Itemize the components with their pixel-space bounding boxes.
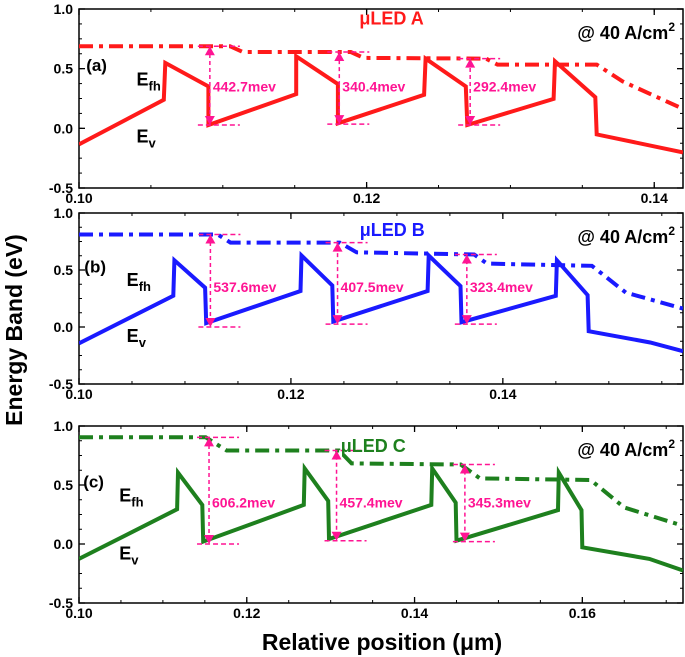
efh-label: Efh: [127, 270, 151, 294]
arrow-head-down-icon: [461, 315, 472, 325]
ev-subscript: v: [139, 335, 147, 350]
energy-gap-label: 606.2mev: [212, 495, 275, 511]
energy-gap-annotation: 407.5mev: [325, 241, 404, 325]
energy-gap-annotation: 323.4mev: [454, 253, 533, 325]
energy-gap-label: 407.5mev: [341, 279, 404, 295]
ev-subscript: v: [149, 136, 157, 151]
arrow-head-down-icon: [204, 535, 215, 544]
arrow-head-down-icon: [332, 315, 343, 325]
energy-gap-annotation: 606.2mev: [197, 436, 275, 545]
arrow-head-up-icon: [334, 51, 345, 61]
ev-subscript: v: [131, 552, 139, 567]
condition-superscript: 2: [668, 437, 675, 451]
panel-title: μLED B: [360, 220, 425, 240]
energy-gap-label: 345.3mev: [468, 495, 531, 511]
arrow-head-up-icon: [459, 464, 470, 474]
arrow-head-down-icon: [205, 318, 216, 327]
y-tick-label: 1.0: [54, 418, 74, 434]
energy-gap-annotation: 442.7mev: [197, 45, 276, 126]
panel-title: μLED C: [341, 436, 406, 456]
condition-label: @ 40 A/cm2: [577, 20, 675, 43]
x-tick-label: 0.10: [65, 605, 92, 621]
y-tick-label: 1.0: [54, 205, 74, 221]
energy-gap-annotation: 457.4mev: [324, 449, 403, 542]
energy-gap-annotation: 292.4mev: [458, 57, 536, 126]
x-tick-label: 0.16: [569, 605, 596, 621]
arrow-head-up-icon: [205, 234, 216, 244]
x-tick-label: 0.10: [65, 386, 92, 402]
panel-label: (b): [84, 257, 106, 276]
x-tick-label: 0.12: [233, 605, 260, 621]
panel-label: (c): [83, 472, 104, 491]
series-line-efh: [79, 435, 683, 528]
panel-b: -0.5 0.0 0.5 1.0 0.10 0.12 0.14 537.6mev 407.5me…: [49, 205, 684, 402]
series-group: [79, 44, 683, 155]
energy-gap-annotation: 340.4mev: [327, 51, 406, 125]
arrow-head-down-icon: [459, 532, 470, 542]
arrow-head-down-icon: [334, 115, 345, 125]
efh-label: Efh: [137, 69, 161, 93]
arrow-head-down-icon: [331, 531, 342, 541]
series-group: [79, 435, 683, 573]
panel-c: -0.5 0.0 0.5 1.0 0.10 0.12 0.14 0.16 606.2mev 457…: [49, 418, 684, 621]
x-tick-label: 0.12: [353, 190, 380, 206]
arrow-head-down-icon: [465, 115, 476, 125]
y-tick-label: 0.5: [54, 477, 74, 493]
y-tick-label: -0.5: [49, 376, 73, 392]
panel-a: -0.5 0.0 0.5 1.0 0.10 0.12 0.14 442.7mev 340.4me…: [49, 1, 684, 206]
panel-label: (a): [86, 56, 107, 75]
condition-superscript: 2: [668, 20, 675, 34]
efh-subscript: fh: [149, 78, 161, 93]
arrow-head-down-icon: [204, 115, 215, 125]
condition-label: @ 40 A/cm2: [577, 437, 675, 460]
energy-gap-label: 457.4mev: [340, 495, 403, 511]
y-tick-label: 1.0: [54, 1, 74, 17]
efh-label: Efh: [119, 486, 143, 510]
y-tick-label: -0.5: [49, 180, 73, 196]
arrow-head-up-icon: [461, 254, 472, 264]
series-line-efh: [79, 44, 683, 111]
energy-gap-label: 340.4mev: [342, 79, 405, 95]
efh-subscript: fh: [131, 495, 143, 510]
y-tick-label: 0.5: [54, 262, 74, 278]
arrow-head-up-icon: [332, 242, 343, 252]
y-tick-label: 0.0: [54, 319, 74, 335]
series-group: [79, 232, 683, 354]
condition-label: @ 40 A/cm2: [577, 224, 675, 247]
y-tick-label: 0.0: [54, 536, 74, 552]
condition-superscript: 2: [668, 224, 675, 238]
ev-label: Ev: [127, 326, 147, 350]
arrow-head-up-icon: [204, 437, 215, 447]
y-tick-label: 0.5: [54, 61, 74, 77]
arrow-head-up-icon: [204, 46, 215, 56]
efh-subscript: fh: [139, 279, 151, 294]
energy-gap-annotation: 345.3mev: [452, 463, 531, 543]
x-tick-label: 0.10: [65, 190, 92, 206]
x-tick-label: 0.14: [641, 190, 668, 206]
ev-label: Ev: [119, 543, 139, 567]
y-tick-label: -0.5: [49, 595, 73, 611]
series-line-efh: [79, 232, 683, 311]
x-tick-label: 0.12: [277, 386, 304, 402]
series-line-ev: [79, 462, 683, 573]
x-tick-label: 0.14: [489, 386, 516, 402]
energy-gap-label: 537.6mev: [213, 279, 276, 295]
series-line-ev: [79, 52, 683, 155]
energy-gap-annotation: 537.6mev: [198, 233, 277, 328]
y-tick-label: 0.0: [54, 120, 74, 136]
energy-gap-label: 442.7mev: [213, 79, 276, 95]
energy-gap-label: 292.4mev: [473, 79, 536, 95]
energy-gap-label: 323.4mev: [470, 279, 533, 295]
x-axis-label: Relative position (μm): [262, 629, 502, 655]
panel-title: μLED A: [359, 9, 423, 29]
series-line-ev: [79, 250, 683, 354]
arrow-head-up-icon: [331, 450, 342, 460]
x-tick-label: 0.14: [401, 605, 428, 621]
y-axis-label: Energy Band (eV): [1, 234, 27, 426]
arrow-head-up-icon: [465, 58, 476, 68]
ev-label: Ev: [137, 127, 157, 151]
